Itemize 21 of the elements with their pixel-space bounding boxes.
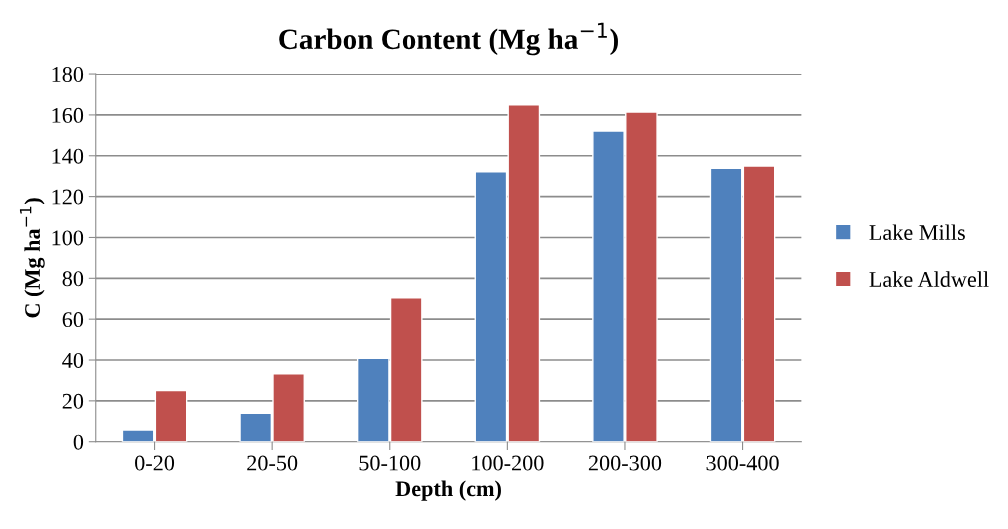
- legend-label: Lake Aldwell: [869, 271, 989, 287]
- y-tick-label: 80: [62, 271, 84, 287]
- y-tick-label: 160: [52, 107, 84, 123]
- y-tick-label: 100: [52, 230, 84, 246]
- y-tick-label: 180: [52, 66, 84, 82]
- x-tick-label: 0-20: [135, 455, 175, 471]
- y-tick-label: 120: [52, 189, 84, 205]
- x-tick-label: 50-100: [359, 455, 421, 471]
- y-axis-title: C (Mg ha$^{−1}$): [19, 198, 45, 318]
- x-tick-label: 20-50: [247, 455, 298, 471]
- y-tick-label: 20: [62, 393, 84, 409]
- y-tick-label: 40: [62, 352, 84, 368]
- y-tick-label: 0: [73, 434, 84, 450]
- y-tick-label: 140: [52, 148, 84, 164]
- x-tick-label: 200-300: [588, 455, 662, 471]
- y-tick-label: 60: [62, 312, 84, 328]
- x-axis-title: Depth (cm): [395, 480, 501, 501]
- legend-label: Lake Mills: [869, 224, 965, 241]
- x-tick-label: 100-200: [472, 455, 544, 471]
- x-tick-label: 300-400: [706, 455, 779, 471]
- chart-title: Carbon Content (Mg ha$^{−1}$): [279, 22, 618, 56]
